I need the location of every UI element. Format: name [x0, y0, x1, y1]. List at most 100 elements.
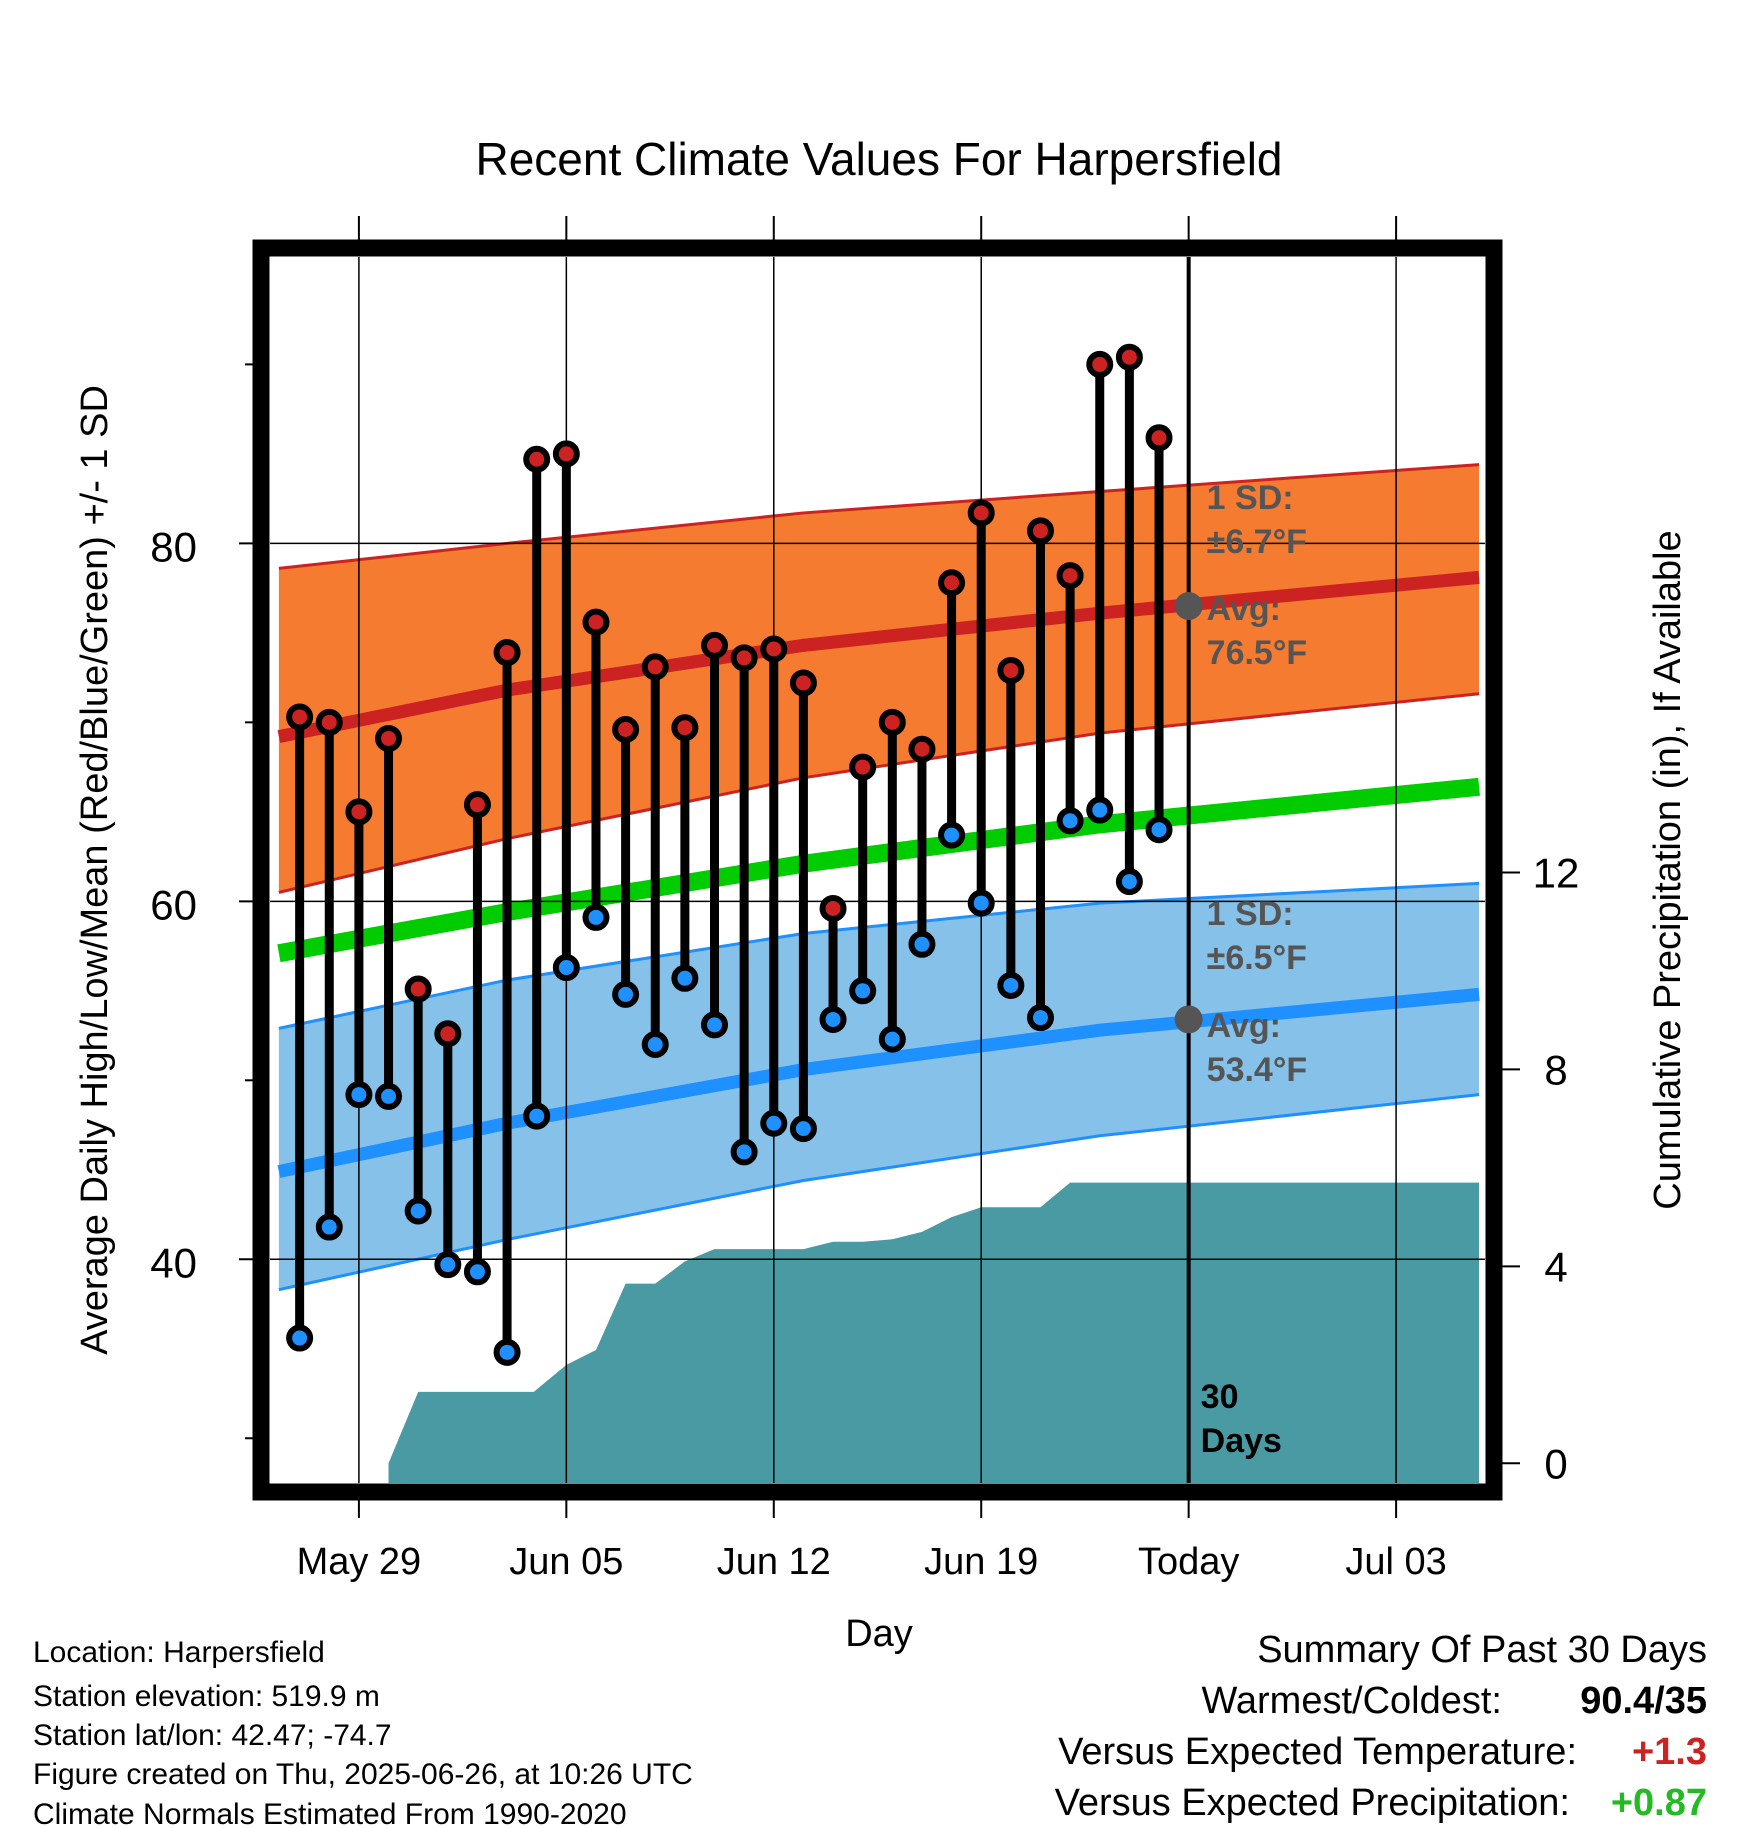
- daily-low-point: [671, 964, 699, 992]
- daily-low-point: [463, 1258, 491, 1286]
- daily-points: [286, 343, 1173, 1366]
- daily-high-point: [582, 608, 610, 636]
- footer-elevation: Station elevation: 519.9 m: [33, 1680, 380, 1713]
- daily-high-point: [315, 708, 343, 736]
- daily-high-point: [523, 445, 551, 473]
- low-sd-lower-edge: [278, 1093, 1480, 1292]
- high-sd-annotation-0: 1 SD:: [1207, 479, 1294, 517]
- footer-location: Location: Harpersfield: [33, 1636, 325, 1669]
- footer-info: Location: Harpersfield Station elevation…: [33, 1636, 693, 1828]
- daily-high-point: [1026, 517, 1054, 545]
- y2-tick-label: 0: [1544, 1440, 1567, 1487]
- daily-low-point: [997, 971, 1025, 999]
- daily-low-point: [908, 930, 936, 958]
- low-sd-band: [278, 883, 1480, 1290]
- daily-high-point: [819, 894, 847, 922]
- summary-precip-value: +0.87: [1611, 1782, 1707, 1824]
- daily-high-point: [1056, 562, 1084, 590]
- daily-low-point: [701, 1011, 729, 1039]
- summary-precip-label: Versus Expected Precipitation:: [1055, 1782, 1570, 1824]
- high-sd-upper-edge: [278, 463, 1480, 570]
- y-tick-label: 60: [150, 881, 197, 928]
- daily-high-point: [701, 631, 729, 659]
- daily-high-point: [908, 735, 936, 763]
- y2-tick-label: 12: [1533, 849, 1580, 896]
- y-tick-label: 40: [150, 1239, 197, 1286]
- daily-low-point: [789, 1115, 817, 1143]
- daily-low-point: [345, 1081, 373, 1109]
- normal-annotations: 1 SD: ±6.7°F Avg: 76.5°F 1 SD: ±6.5°F Avg: 53.4…: [1174, 479, 1308, 1089]
- high-avg-marker: [1174, 592, 1203, 621]
- daily-high-point: [641, 653, 669, 681]
- daily-high-point: [730, 644, 758, 672]
- daily-low-point: [967, 889, 995, 917]
- daily-high-point: [463, 791, 491, 819]
- precipitation-area-shape: [388, 1182, 1480, 1483]
- high-sd-band: [278, 464, 1480, 893]
- daily-high-point: [789, 669, 817, 697]
- footer-created: Figure created on Thu, 2025-06-26, at 10…: [33, 1758, 693, 1791]
- footer-normals: Climate Normals Estimated From 1990-2020: [33, 1798, 627, 1828]
- daily-low-point: [375, 1082, 403, 1110]
- daily-low-point: [404, 1197, 432, 1225]
- daily-low-point: [1145, 816, 1173, 844]
- daily-low-point: [641, 1031, 669, 1059]
- daily-high-point: [493, 639, 521, 667]
- precipitation-area: [388, 1182, 1480, 1483]
- daily-low-point: [612, 980, 640, 1008]
- x-tick-label: Jun 19: [924, 1541, 1038, 1583]
- today-label-count: 30: [1201, 1378, 1239, 1416]
- high-sd-annotation-1: ±6.7°F: [1207, 523, 1307, 561]
- daily-low-point: [286, 1324, 314, 1352]
- daily-high-point: [938, 569, 966, 597]
- daily-low-point: [1115, 868, 1143, 896]
- daily-high-point: [1115, 343, 1143, 371]
- y2-axis-label: Cumulative Precipitation (in), If Availa…: [1647, 530, 1689, 1209]
- daily-high-point: [1145, 424, 1173, 452]
- y-axis-label: Average Daily High/Low/Mean (Red/Blue/Gr…: [74, 385, 116, 1355]
- daily-high-point: [967, 499, 995, 527]
- daily-high-point: [671, 714, 699, 742]
- daily-low-point: [315, 1213, 343, 1241]
- daily-high-point: [434, 1020, 462, 1048]
- daily-low-point: [552, 954, 580, 982]
- daily-low-point: [523, 1102, 551, 1130]
- daily-range-stems: [295, 357, 1164, 1353]
- today-line-group: 30 Days: [1186, 257, 1282, 1483]
- x-axis-label: Day: [845, 1613, 913, 1655]
- y2-tick-label: 8: [1544, 1046, 1567, 1093]
- x-tick-label: Jun 05: [509, 1541, 623, 1583]
- y-tick-label: 80: [150, 523, 197, 570]
- chart-title: Recent Climate Values For Harpersfield: [475, 133, 1282, 185]
- daily-high-point: [286, 703, 314, 731]
- plot-frame: [252, 239, 1503, 1501]
- y2-tick-label: 4: [1544, 1243, 1567, 1290]
- daily-low-point: [878, 1025, 906, 1053]
- daily-low-point: [1026, 1004, 1054, 1032]
- summary-title: Summary Of Past 30 Days: [1257, 1629, 1707, 1671]
- x-tick-label: Jun 12: [717, 1541, 831, 1583]
- daily-high-point: [878, 708, 906, 736]
- daily-high-point: [849, 753, 877, 781]
- daily-low-point: [434, 1251, 462, 1279]
- low-avg-annotation-0: Avg:: [1207, 1007, 1281, 1045]
- summary-warmest-label: Warmest/Coldest:: [1201, 1680, 1502, 1722]
- daily-low-point: [938, 821, 966, 849]
- daily-high-point: [375, 724, 403, 752]
- high-avg-annotation-1: 76.5°F: [1207, 634, 1308, 672]
- daily-low-point: [582, 903, 610, 931]
- daily-low-point: [760, 1109, 788, 1137]
- daily-low-point: [1086, 796, 1114, 824]
- daily-high-point: [404, 975, 432, 1003]
- daily-high-point: [997, 656, 1025, 684]
- daily-low-point: [819, 1005, 847, 1033]
- summary-warmest-value: 90.4/35: [1580, 1680, 1707, 1722]
- high-avg-annotation-0: Avg:: [1207, 590, 1281, 628]
- daily-low-point: [849, 977, 877, 1005]
- summary-temp-label: Versus Expected Temperature:: [1058, 1731, 1577, 1773]
- low-sd-annotation-0: 1 SD:: [1207, 895, 1294, 933]
- x-tick-label: Jul 03: [1345, 1541, 1446, 1583]
- summary-box: Summary Of Past 30 Days Warmest/Coldest:…: [1055, 1629, 1707, 1824]
- footer-latlon: Station lat/lon: 42.47; -74.7: [33, 1719, 392, 1752]
- daily-high-point: [1086, 350, 1114, 378]
